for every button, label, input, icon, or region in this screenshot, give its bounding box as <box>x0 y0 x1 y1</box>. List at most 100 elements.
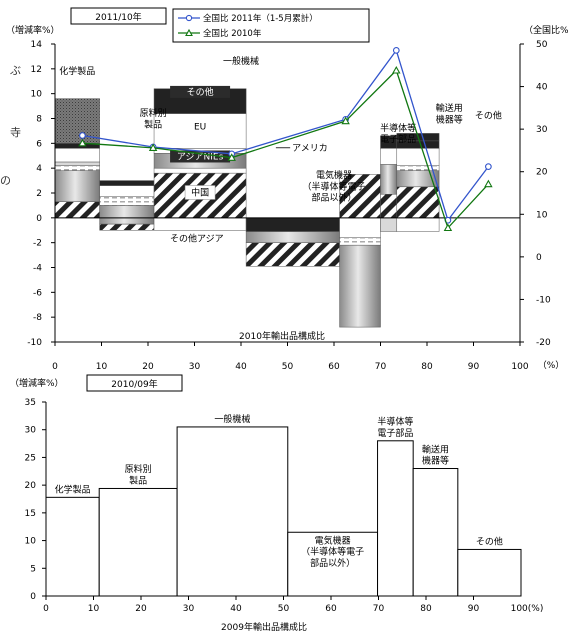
top-category-label-4: 半導体等電子部品 <box>380 122 416 145</box>
bottom-x-ticks: 0 10 20 30 40 50 60 70 80 90 <box>43 596 479 614</box>
top-y-tick-label-4: -2 <box>33 239 42 249</box>
top-bar-0-segment-4 <box>54 148 100 163</box>
bottom-x-tick-label-7: 70 <box>373 604 385 614</box>
top-category-label-3: 電気機器（半導体等電子部品以外） <box>302 169 365 204</box>
top-y-ticks: -10 -8 -6 -4 -2 0 2 4 6 8 10 12 14 <box>27 40 55 348</box>
top-y-tick-label-2: -6 <box>33 288 42 298</box>
top-bar-3-segment-1 <box>245 231 340 243</box>
top-bar-4-segment-1 <box>339 237 381 246</box>
top-y-tick-label-3: -4 <box>33 264 42 274</box>
bottom-x-tick-label-5: 50 <box>278 604 290 614</box>
top-bar-3-segment-0 <box>245 242 340 267</box>
top-series-1-point-6 <box>484 179 493 188</box>
bottom-label-box-text: 2010/09年 <box>111 378 157 390</box>
bottom-ylabel: （増減率%） <box>10 377 64 389</box>
top-bar-0-segment-2 <box>54 165 100 171</box>
top-segment-label-0: その他 <box>187 86 214 98</box>
top-x-tick-label-4: 40 <box>235 362 247 372</box>
bottom-category-label-3: 電気機器（半導体等電子部品以外） <box>301 534 364 569</box>
bottom-bar-5 <box>412 468 459 597</box>
bottom-chart: 2010/09年 （増減率%） 化学製品 原料別製品 一般機械電気機器（半導体等電子… <box>10 374 544 633</box>
bottom-x-tick-label-4: 40 <box>230 604 242 614</box>
top-y2-tick-label-4: 20 <box>536 168 548 178</box>
top-bar-6-segment-0 <box>396 217 440 232</box>
top-category-label-5: 輸送用機器等 <box>436 102 463 125</box>
top-bar-2-segment-0 <box>153 217 247 231</box>
bottom-bars <box>45 426 522 597</box>
top-bar-5-segment-2 <box>380 164 398 195</box>
bottom-xlabel: 2009年輸出品構成比 <box>221 621 307 633</box>
bottom-x-tick-label-0: 0 <box>43 604 49 614</box>
top-x-unit: （%） <box>538 360 565 371</box>
top-series-0-point-6 <box>485 163 492 170</box>
top-ylabel: （増減率%） <box>6 24 60 36</box>
top-bar-0-segment-3 <box>54 161 100 166</box>
bottom-y-ticks: 0 5 10 15 20 25 30 35 <box>25 398 46 602</box>
top-xlabel: 2010年輸出品構成比 <box>239 330 325 342</box>
top-y-tick-label-12: 14 <box>31 40 43 50</box>
bottom-category-label-6: その他 <box>476 535 503 547</box>
top-bar-5-segment-0 <box>380 217 398 232</box>
top-series-1-point-0 <box>78 138 87 147</box>
top-y2-ticks: -20 -10 0 10 20 30 40 50 <box>520 40 551 348</box>
top-x-tick-label-9: 90 <box>468 362 480 372</box>
top-x-tick-label-0: 0 <box>52 362 58 372</box>
top-segment-label-3: 中国 <box>191 186 209 198</box>
bottom-x-tick-label-6: 60 <box>325 604 337 614</box>
top-category-label-1: 原料別製品 <box>140 107 167 130</box>
bottom-x-tick-label-3: 30 <box>183 604 195 614</box>
top-y2label: （全国比%） <box>524 24 568 36</box>
bottom-bar-0 <box>45 496 100 597</box>
top-legend-box <box>172 8 370 43</box>
top-bar-5-segment-3 <box>380 148 398 165</box>
legend-2010-label: 全国比 2010年 <box>203 28 262 39</box>
top-y2-tick-label-6: 40 <box>536 83 548 93</box>
top-bar-5-segment-1 <box>380 193 398 219</box>
bottom-bar-3 <box>287 531 379 597</box>
top-series-0-point-0 <box>79 132 86 139</box>
top-bar-1-segment-4 <box>99 185 155 197</box>
top-category-label-2: 一般機械 <box>223 55 259 67</box>
top-bar-4-segment-0 <box>339 244 381 328</box>
top-bar-0-segment-0 <box>54 201 100 219</box>
bottom-bar-4 <box>377 440 414 597</box>
top-bar-2-segment-2 <box>153 167 247 174</box>
top-y-tick-label-11: 12 <box>31 65 42 75</box>
bottom-x-tick-label-8: 80 <box>420 604 432 614</box>
bottom-x-unit: 100(%) <box>511 604 544 614</box>
top-y2-tick-label-2: 0 <box>536 253 542 263</box>
bottom-category-label-5: 輸送用機器等 <box>422 443 449 466</box>
top-bar-0-segment-1 <box>54 170 100 202</box>
top-legend: 全国比 2011年（1-5月累計） 全国比 2010年 <box>172 8 370 43</box>
top-y2-tick-label-0: -20 <box>536 338 551 348</box>
top-segment-label-5: その他アジア <box>170 232 224 244</box>
top-label-box-text: 2011/10年 <box>95 11 141 23</box>
top-series-1-point-5 <box>443 223 453 232</box>
top-bar-1-segment-1 <box>99 217 155 225</box>
top-y-tick-label-5: 0 <box>36 214 42 224</box>
top-series-lines <box>78 47 493 232</box>
top-segment-label-4: アメリカ <box>292 143 328 154</box>
top-bar-3-segment-2 <box>245 217 340 232</box>
top-category-label-6: その他 <box>475 110 502 122</box>
bottom-category-label-1: 原料別製品 <box>125 463 152 486</box>
top-x-tick-label-8: 80 <box>421 362 433 372</box>
top-segment-label-bg-2 <box>170 150 231 163</box>
bottom-category-label-2: 一般機械 <box>214 413 250 425</box>
stray-char-3: の <box>0 174 11 187</box>
top-bar-6-segment-2 <box>396 170 440 188</box>
bottom-y-tick-label-4: 20 <box>25 481 37 491</box>
top-series-1-point-3 <box>341 116 350 125</box>
top-x-ticks: 0 10 20 30 40 50 60 70 80 90 100 <box>52 342 529 372</box>
top-series-1-point-1 <box>148 143 158 152</box>
top-x-tick-label-10: 100 <box>511 362 528 372</box>
top-bar-2-segment-5 <box>153 113 247 149</box>
bottom-y-tick-label-3: 15 <box>25 509 36 519</box>
top-series-1-point-2 <box>227 153 236 161</box>
top-y2-tick-label-3: 10 <box>536 210 548 220</box>
stray-char-2: 寺 <box>10 126 21 139</box>
top-bar-1-segment-0 <box>99 223 155 231</box>
